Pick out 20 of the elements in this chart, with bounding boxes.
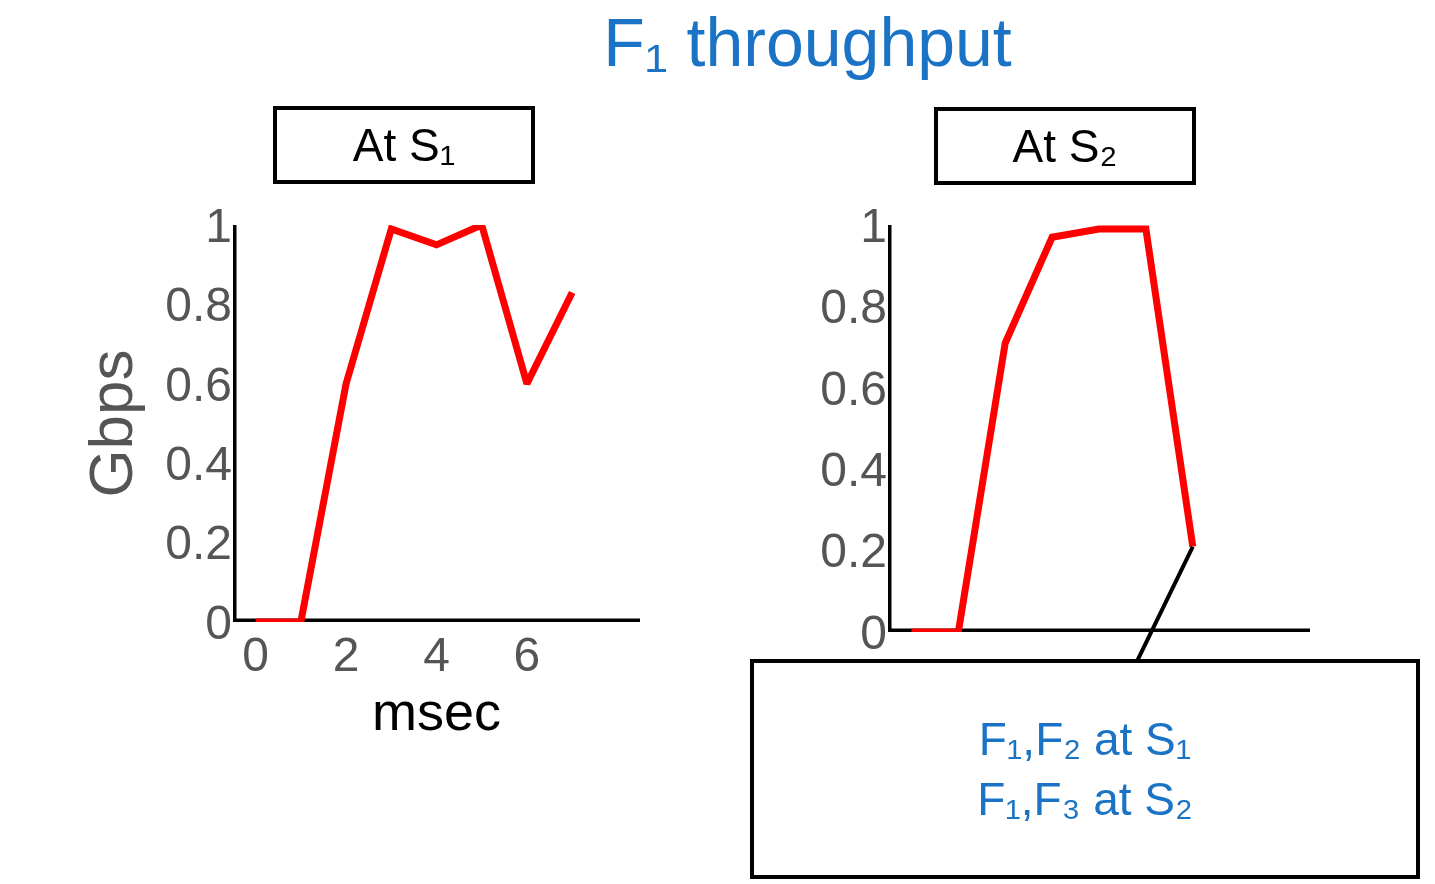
y-tick-label: 0.6 xyxy=(820,361,887,415)
x-tick-label: 0 xyxy=(242,628,269,681)
x-tick-label: 2 xyxy=(332,628,360,681)
y-tick-label: 0.8 xyxy=(820,280,887,334)
x-axis-title: msec xyxy=(371,681,502,741)
chart-title: At S₂ xyxy=(1012,120,1118,172)
y-tick-label: 0.2 xyxy=(165,516,232,570)
y-tick-label: 0.8 xyxy=(165,278,232,332)
text: F₁,F₂ at S₁ F₁,F₃ at S₂ xyxy=(977,713,1193,825)
y-tick-label: 0.2 xyxy=(820,524,887,578)
y-tick-label: 0.4 xyxy=(820,443,887,496)
y-tick-label: 1 xyxy=(860,198,887,252)
x-tick-label: 6 xyxy=(513,628,541,681)
y-tick-label: 0.4 xyxy=(165,437,232,490)
y-tick-label: 0.6 xyxy=(165,357,232,411)
y-axis-title: Gbps xyxy=(76,349,146,498)
x-tick-label: 4 xyxy=(423,628,450,681)
text: F₁ throughput xyxy=(602,3,1013,82)
y-tick-label: 1 xyxy=(205,198,232,252)
chart-title: At S₁ xyxy=(352,119,456,171)
